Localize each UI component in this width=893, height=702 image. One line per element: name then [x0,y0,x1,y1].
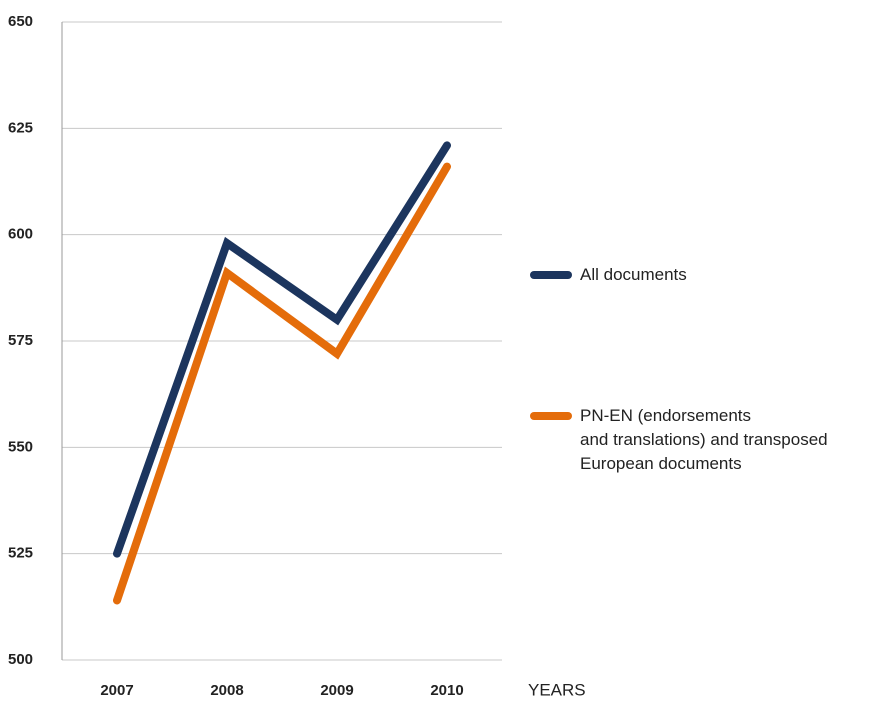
y-tick-label: 600 [8,226,33,243]
line-series [113,141,451,558]
y-tick-label: 650 [8,13,33,30]
y-tick-label: 575 [8,332,33,349]
x-tick-label: 2008 [210,682,243,699]
y-tick-label: 625 [8,119,33,136]
x-tick-label: 2007 [100,682,133,699]
y-tick-label: 525 [8,545,33,562]
y-tick-label: 500 [8,651,33,668]
x-tick-label: 2009 [320,682,353,699]
legend-label: All documents [580,265,687,284]
y-tick-label: 550 [8,438,33,455]
x-tick-label: 2010 [430,682,463,699]
line-series [113,162,451,605]
x-axis-label: YEARS [528,680,586,699]
legend-label: PN-EN (endorsements and translations) an… [580,406,828,473]
